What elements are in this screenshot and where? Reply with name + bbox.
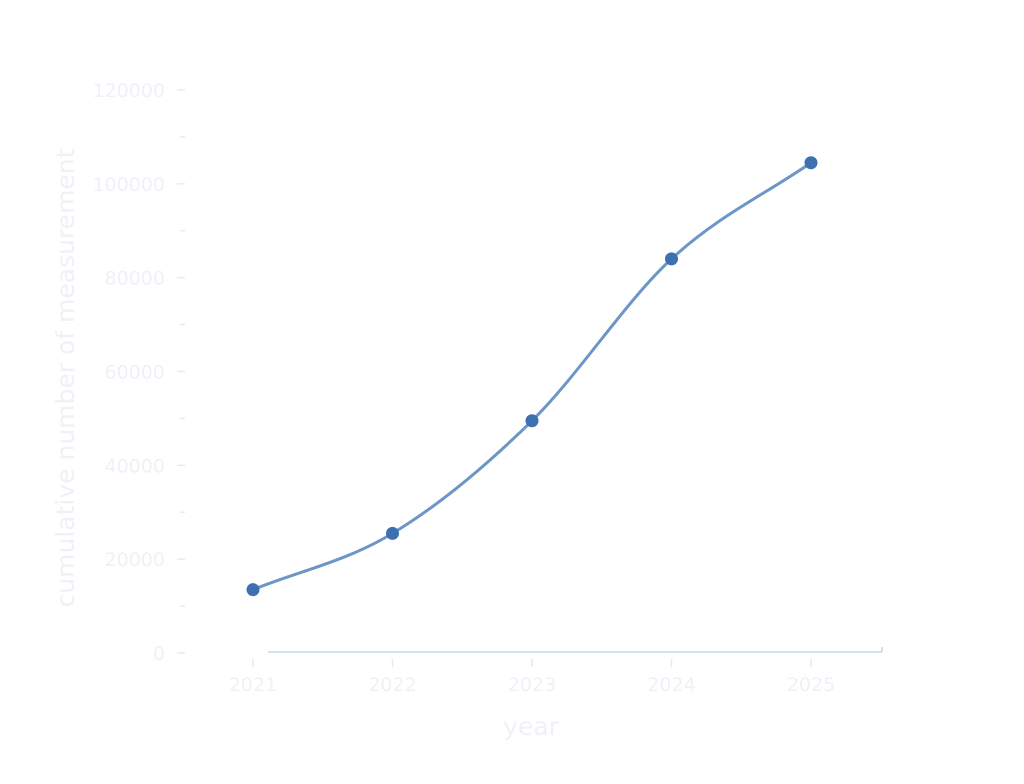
x-tick-label: 2024 — [647, 674, 695, 696]
series-cumulative-measurements — [246, 156, 818, 597]
series-line — [252, 161, 812, 592]
x-tick-label: 2022 — [368, 674, 416, 696]
data-point-2021 — [246, 583, 260, 597]
data-point-2024 — [665, 252, 678, 266]
y-tick-label: 20000 — [105, 549, 165, 571]
x-axis: 2021 2022 2023 2024 2025 — [229, 647, 883, 696]
data-point-2025 — [804, 156, 818, 170]
y-tick-label: 40000 — [105, 455, 165, 477]
y-tick-label: 120000 — [92, 80, 165, 102]
y-tick-label: 0 — [153, 643, 165, 665]
x-tick-label: 2023 — [508, 674, 556, 696]
x-axis-title: year — [503, 712, 559, 741]
x-tick-label: 2025 — [787, 674, 835, 696]
y-axis: 0 20000 40000 60000 80000 100000 120000 — [92, 80, 185, 665]
y-tick-label: 100000 — [92, 174, 165, 196]
y-tick-label: 60000 — [105, 362, 165, 384]
x-tick-label: 2021 — [229, 674, 277, 696]
y-tick-label: 80000 — [105, 268, 165, 290]
data-point-2023 — [525, 414, 539, 428]
y-axis-title: cumulative number of measurement — [51, 148, 80, 607]
data-point-2022 — [386, 526, 399, 540]
